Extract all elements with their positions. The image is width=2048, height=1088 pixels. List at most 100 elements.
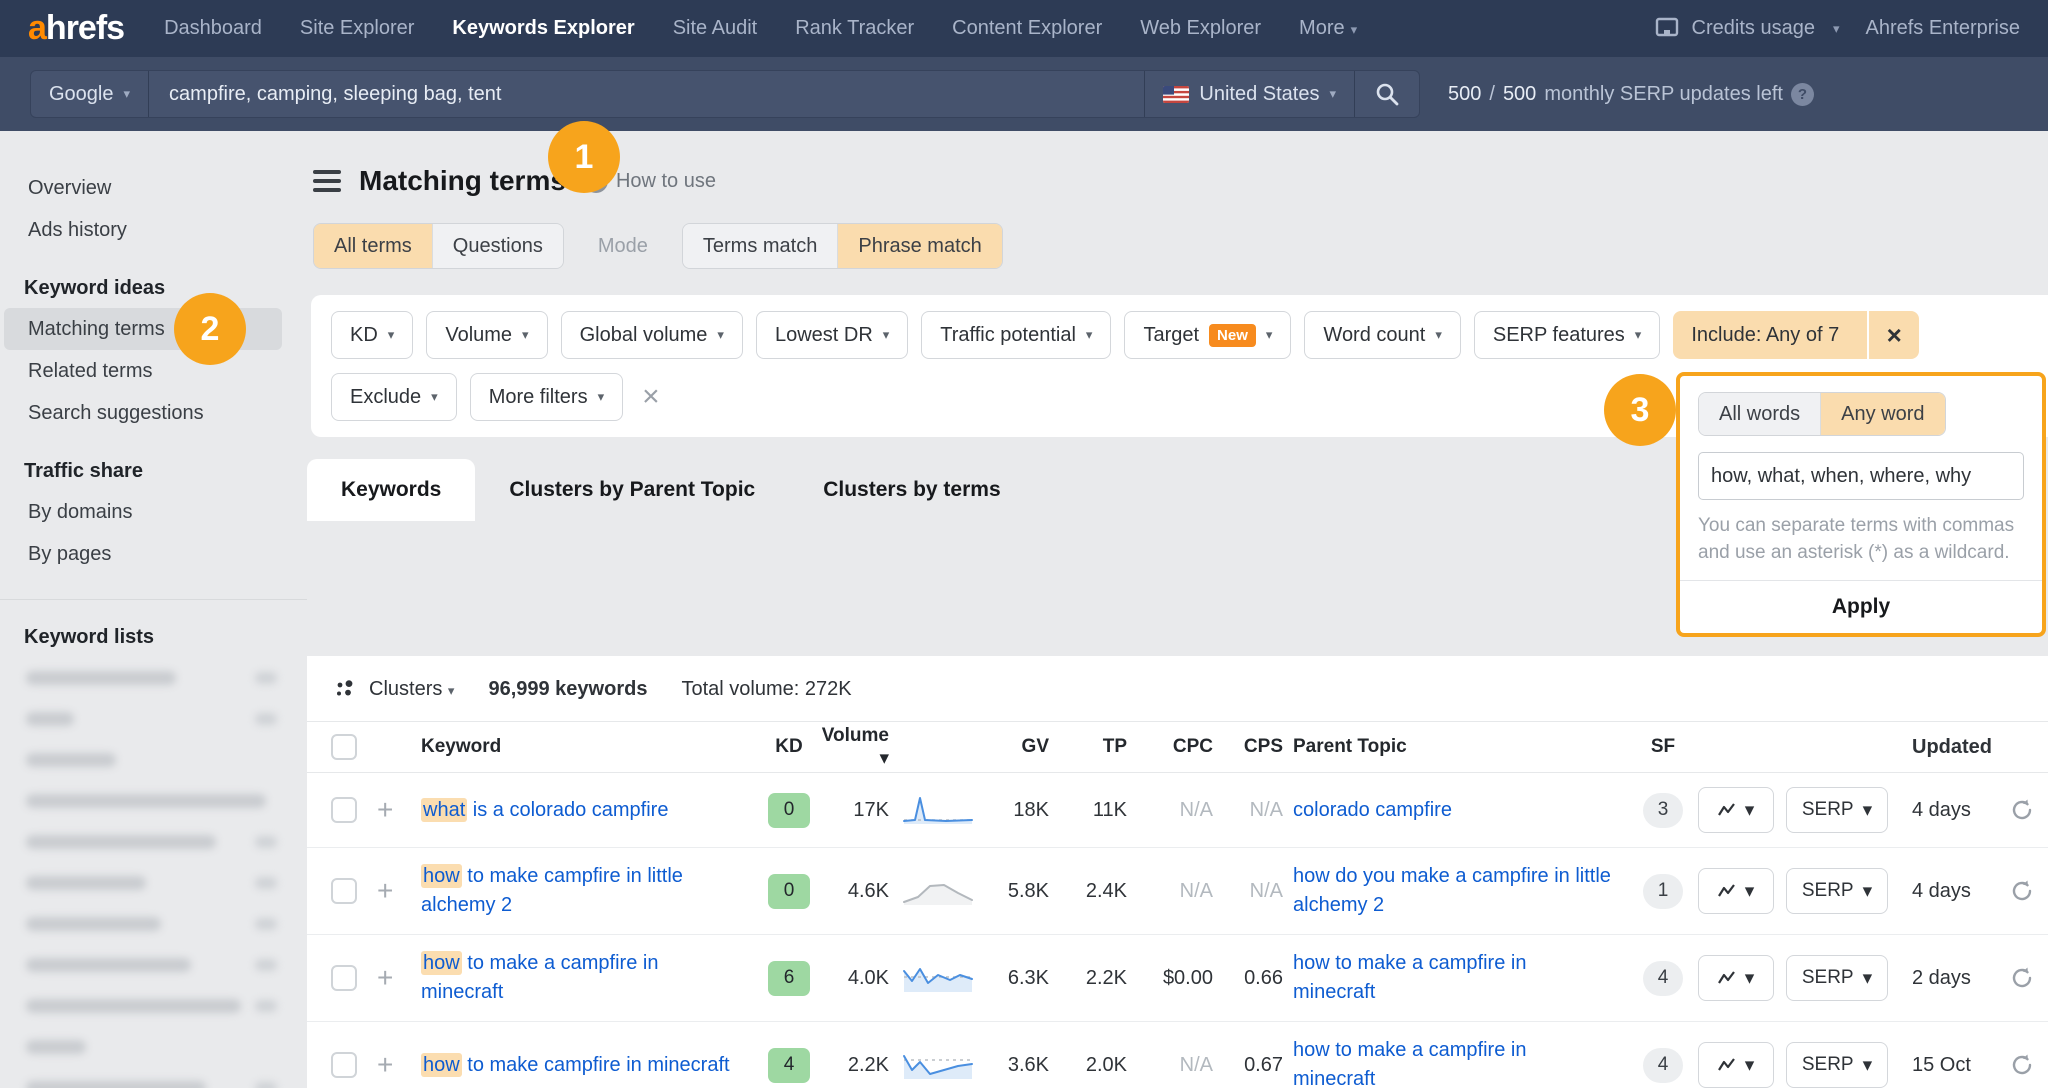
menu-icon[interactable] [313,170,341,192]
refresh-button[interactable] [2000,966,2044,990]
nav-item-content-explorer[interactable]: Content Explorer [952,17,1103,39]
sidebar-item-by-domains[interactable]: By domains [28,500,133,523]
step-badge-2: 2 [174,293,246,365]
nav-item-more[interactable]: More ▾ [1299,17,1358,39]
sidebar-redacted-item[interactable] [0,903,307,944]
filter-kd[interactable]: KD ▾ [331,311,414,359]
sidebar-section-keyword-ideas: Keyword ideas [24,277,166,299]
refresh-button[interactable] [2000,798,2044,822]
filter-volume[interactable]: Volume ▾ [426,311,548,359]
clusters-dropdown[interactable]: Clusters ▾ [369,678,454,701]
nav-item-web-explorer[interactable]: Web Explorer [1140,17,1262,39]
sidebar-redacted-item[interactable] [0,944,307,985]
redacted-count [255,999,277,1012]
sidebar-redacted-item[interactable] [0,1067,307,1088]
filter-exclude[interactable]: Exclude ▾ [331,373,457,421]
nav-item-site-audit[interactable]: Site Audit [672,17,758,39]
include-terms-input[interactable] [1698,452,2024,500]
nav-item-keywords-explorer[interactable]: Keywords Explorer [452,17,635,39]
parent-topic-link[interactable]: colorado campfire [1293,798,1452,821]
toggle-all-terms[interactable]: All terms [314,224,433,268]
nav-item-dashboard[interactable]: Dashboard [164,17,262,39]
help-icon[interactable]: ? [1790,82,1814,106]
filter-global-volume[interactable]: Global volume ▾ [560,311,743,359]
mode-toggle-group: Terms match Phrase match [681,223,1003,269]
toggle-phrase-match[interactable]: Phrase match [838,224,1002,268]
sidebar-item-search-suggestions[interactable]: Search suggestions [28,401,204,424]
clear-filters-icon[interactable]: × [642,380,660,413]
sidebar-redacted-item[interactable] [0,862,307,903]
toggle-terms-match[interactable]: Terms match [682,224,839,268]
keyword-link[interactable]: what is a colorado campfire [421,797,669,822]
filter-more-filters[interactable]: More filters ▾ [469,373,624,421]
view-toggles: All terms Questions Mode Terms match Phras… [313,223,2048,269]
tab-keywords[interactable]: Keywords [307,459,476,521]
filter-serp-features[interactable]: SERP features ▾ [1473,311,1661,359]
keyword-link[interactable]: how to make campfire in little alchemy 2 [421,864,683,916]
parent-topic-link[interactable]: how to make a campfire in minecraft [1293,1039,1527,1088]
parent-topic-link[interactable]: how do you make a campfire in little alc… [1293,865,1611,916]
credits-usage-menu[interactable]: Credits usage ▾ [1654,17,1839,41]
serp-dropdown-button[interactable]: SERP ▾ [1786,868,1888,914]
updated-value: 15 Oct [1912,1053,1971,1076]
add-to-list-button[interactable]: + [377,794,394,825]
sidebar-redacted-item[interactable] [0,821,307,862]
sidebar-item-overview[interactable]: Overview [28,176,112,199]
popup-toggle-all-words[interactable]: All words [1699,393,1822,435]
position-history-button[interactable]: ▾ [1698,868,1774,914]
keyword-link[interactable]: how to make a campfire in minecraft [421,951,659,1003]
sidebar-redacted-item[interactable] [0,780,307,821]
popup-toggle-any-word[interactable]: Any word [1821,393,1945,435]
sidebar-item-ads-history[interactable]: Ads history [28,218,127,241]
chevron-down-icon: ▾ [597,389,605,404]
col-header-volume[interactable]: Volume ▾ [821,724,889,769]
serp-dropdown-button[interactable]: SERP ▾ [1786,787,1888,833]
search-engine-selector[interactable]: Google ▾ [31,71,150,117]
keyword-link[interactable]: how to make campfire in minecraft [421,1052,730,1077]
filter-include-any-of-7[interactable]: Include: Any of 7 × [1673,311,1920,359]
nav-item-rank-tracker[interactable]: Rank Tracker [795,17,915,39]
toggle-questions[interactable]: Questions [432,224,563,268]
filter-lowest-dr[interactable]: Lowest DR ▾ [755,311,909,359]
serp-dropdown-button[interactable]: SERP ▾ [1786,1042,1888,1088]
country-selector[interactable]: United States ▾ [1145,71,1355,117]
sidebar-redacted-item[interactable] [0,1026,307,1067]
keyword-query-input[interactable]: campfire, camping, sleeping bag, tent [149,71,1146,117]
parent-topic-link[interactable]: how to make a campfire in minecraft [1293,952,1527,1003]
position-history-button[interactable]: ▾ [1698,1042,1774,1088]
ahrefs-enterprise-label[interactable]: Ahrefs Enterprise [1865,17,2020,39]
nav-item-site-explorer[interactable]: Site Explorer [299,17,415,39]
ahrefs-logo[interactable]: ahrefs [28,9,125,48]
filter-traffic-potential[interactable]: Traffic potential ▾ [921,311,1112,359]
tab-clusters-by-parent-topic[interactable]: Clusters by Parent Topic [509,478,756,501]
row-checkbox[interactable] [331,797,357,823]
position-history-button[interactable]: ▾ [1698,955,1774,1001]
updates-label: monthly SERP updates left [1544,82,1783,105]
close-icon[interactable]: × [1867,311,1919,359]
keyword-highlight: how [421,1052,462,1077]
row-checkbox[interactable] [331,965,357,991]
row-checkbox[interactable] [331,878,357,904]
refresh-button[interactable] [2000,1053,2044,1077]
sidebar-redacted-item[interactable] [0,657,307,698]
filter-word-count[interactable]: Word count ▾ [1304,311,1461,359]
add-to-list-button[interactable]: + [377,875,394,906]
sidebar-redacted-item[interactable] [0,739,307,780]
position-history-button[interactable]: ▾ [1698,787,1774,833]
row-checkbox-cell [331,797,377,823]
search-button[interactable] [1355,71,1419,117]
row-checkbox[interactable] [331,1052,357,1078]
chevron-down-icon: ▾ [1862,799,1873,821]
apply-button[interactable]: Apply [1831,595,1891,618]
filter-target[interactable]: Target New ▾ [1124,311,1292,359]
tab-clusters-by-terms[interactable]: Clusters by terms [823,478,1001,501]
select-all-checkbox[interactable] [331,734,357,760]
refresh-button[interactable] [2000,879,2044,903]
add-to-list-button[interactable]: + [377,1049,394,1080]
add-to-list-button[interactable]: + [377,962,394,993]
sidebar-redacted-item[interactable] [0,698,307,739]
sidebar-item-by-pages[interactable]: By pages [28,542,112,565]
sidebar-redacted-item[interactable] [0,985,307,1026]
sidebar-item-related-terms[interactable]: Related terms [28,359,153,382]
serp-dropdown-button[interactable]: SERP ▾ [1786,955,1888,1001]
